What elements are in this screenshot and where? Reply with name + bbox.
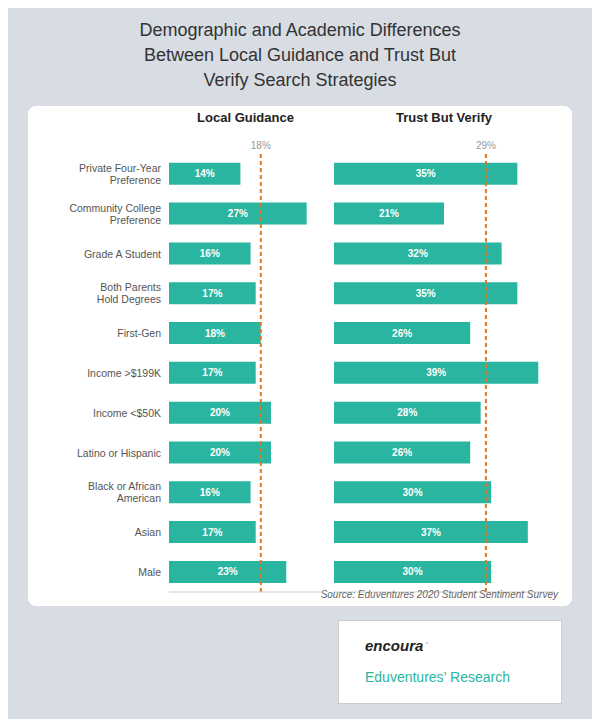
svg-text:26%: 26% xyxy=(392,447,412,458)
svg-text:37%: 37% xyxy=(421,527,441,538)
svg-text:17%: 17% xyxy=(202,288,222,299)
svg-text:30%: 30% xyxy=(403,487,423,498)
html-text:Eduventures’ Research: Eduventures’ Research xyxy=(365,669,510,685)
svg-text:Income <$50K: Income <$50K xyxy=(93,407,161,419)
svg-text:Income >$199K: Income >$199K xyxy=(87,367,161,379)
svg-text:18%: 18% xyxy=(251,140,271,151)
svg-text:20%: 20% xyxy=(210,447,230,458)
svg-text:17%: 17% xyxy=(202,527,222,538)
svg-text:29%: 29% xyxy=(476,140,496,151)
svg-text:23%: 23% xyxy=(218,566,238,577)
svg-text:Private Four-YearPreference: Private Four-YearPreference xyxy=(79,162,161,186)
svg-text:20%: 20% xyxy=(210,407,230,418)
svg-text:32%: 32% xyxy=(408,248,428,259)
svg-text:Community CollegePreference: Community CollegePreference xyxy=(69,202,161,226)
svg-text:First-Gen: First-Gen xyxy=(117,327,161,339)
svg-text:21%: 21% xyxy=(379,208,399,219)
svg-text:Male: Male xyxy=(138,566,161,578)
svg-text:Black or AfricanAmerican: Black or AfricanAmerican xyxy=(88,480,161,504)
svg-text:Grade A Student: Grade A Student xyxy=(84,248,161,260)
svg-text:26%: 26% xyxy=(392,328,412,339)
svg-text:28%: 28% xyxy=(397,407,417,418)
html-text:Local Guidance: Local Guidance xyxy=(197,110,294,125)
svg-text:18%: 18% xyxy=(205,328,225,339)
html-text:Demographic and Academic Diffe: Demographic and Academic Differences Bet… xyxy=(139,20,461,90)
svg-text:30%: 30% xyxy=(403,566,423,577)
svg-text:Asian: Asian xyxy=(135,526,161,538)
svg-text:14%: 14% xyxy=(195,168,215,179)
svg-text:27%: 27% xyxy=(228,208,248,219)
html-text:encoura´: encoura´ xyxy=(365,637,429,654)
svg-text:16%: 16% xyxy=(200,487,220,498)
svg-text:35%: 35% xyxy=(416,168,436,179)
html-text:Trust But Verify: Trust But Verify xyxy=(396,110,492,125)
svg-text:17%: 17% xyxy=(202,367,222,378)
svg-text:Latino or Hispanic: Latino or Hispanic xyxy=(77,447,161,459)
svg-text:35%: 35% xyxy=(416,288,436,299)
html-text:Source: Eduventures 2020 Stude: Source: Eduventures 2020 Student Sentime… xyxy=(320,589,558,600)
svg-text:39%: 39% xyxy=(426,367,446,378)
svg-text:Both ParentsHold Degrees: Both ParentsHold Degrees xyxy=(97,281,161,305)
svg-text:16%: 16% xyxy=(200,248,220,259)
